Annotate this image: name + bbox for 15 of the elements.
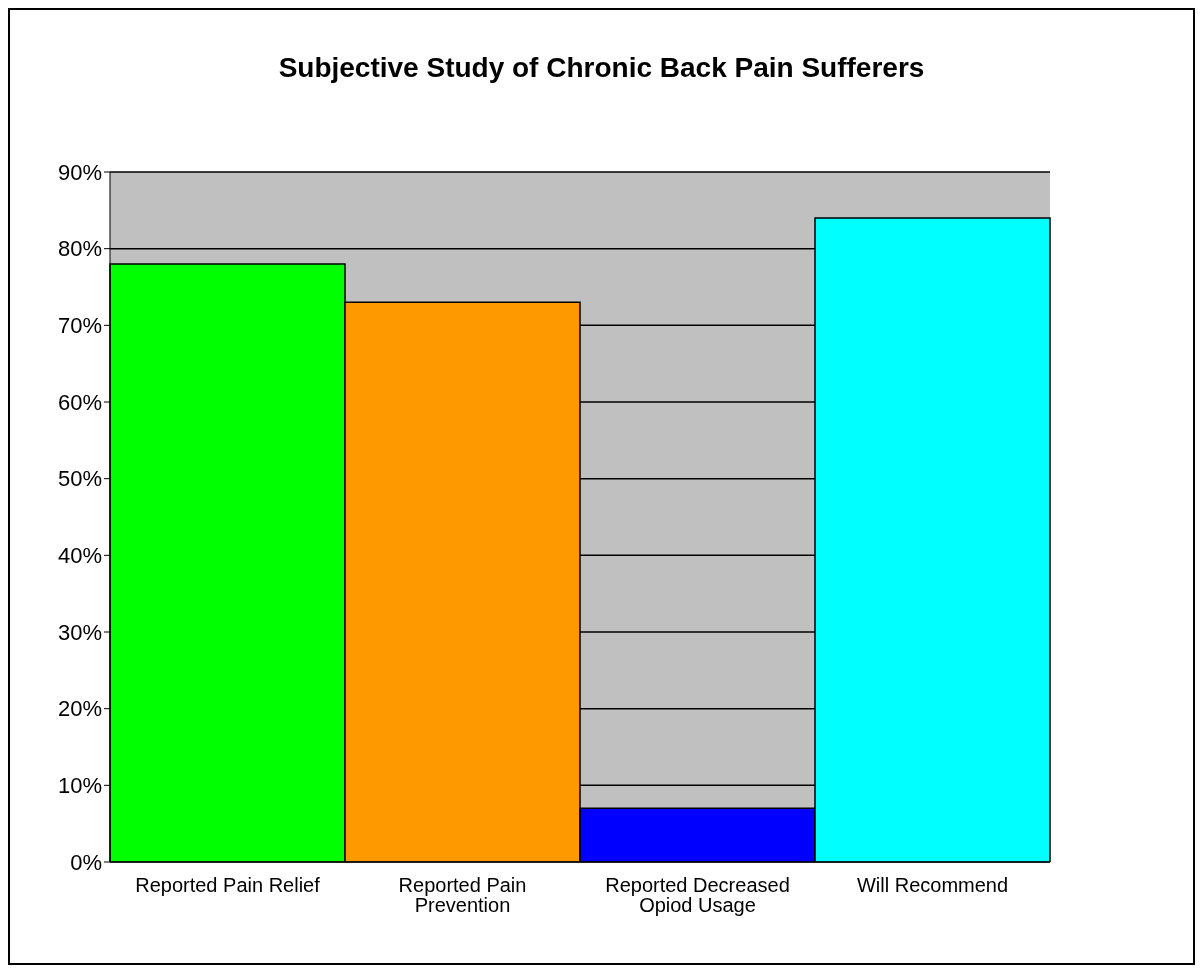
y-tick-label: 50%: [57, 466, 102, 492]
chart-title: Subjective Study of Chronic Back Pain Sufferers: [277, 51, 926, 85]
y-tick-label: 20%: [57, 696, 102, 722]
x-tick-label: Reported Decreased Opiod Usage: [605, 874, 790, 917]
y-tick-label: 80%: [57, 236, 102, 262]
y-tick-label: 10%: [57, 773, 102, 799]
x-tick-label: Reported Pain Relief: [135, 874, 321, 897]
y-tick-label: 60%: [57, 389, 102, 415]
y-tick-label: 70%: [57, 313, 102, 339]
y-tick-label: 30%: [57, 619, 102, 645]
x-tick-label: Will Recommend: [856, 874, 1009, 897]
y-tick-label: 0%: [70, 849, 102, 875]
y-tick-label: 90%: [57, 159, 102, 185]
x-tick-label: Reported Pain Prevention: [398, 874, 527, 917]
y-tick-label: 40%: [57, 543, 102, 569]
